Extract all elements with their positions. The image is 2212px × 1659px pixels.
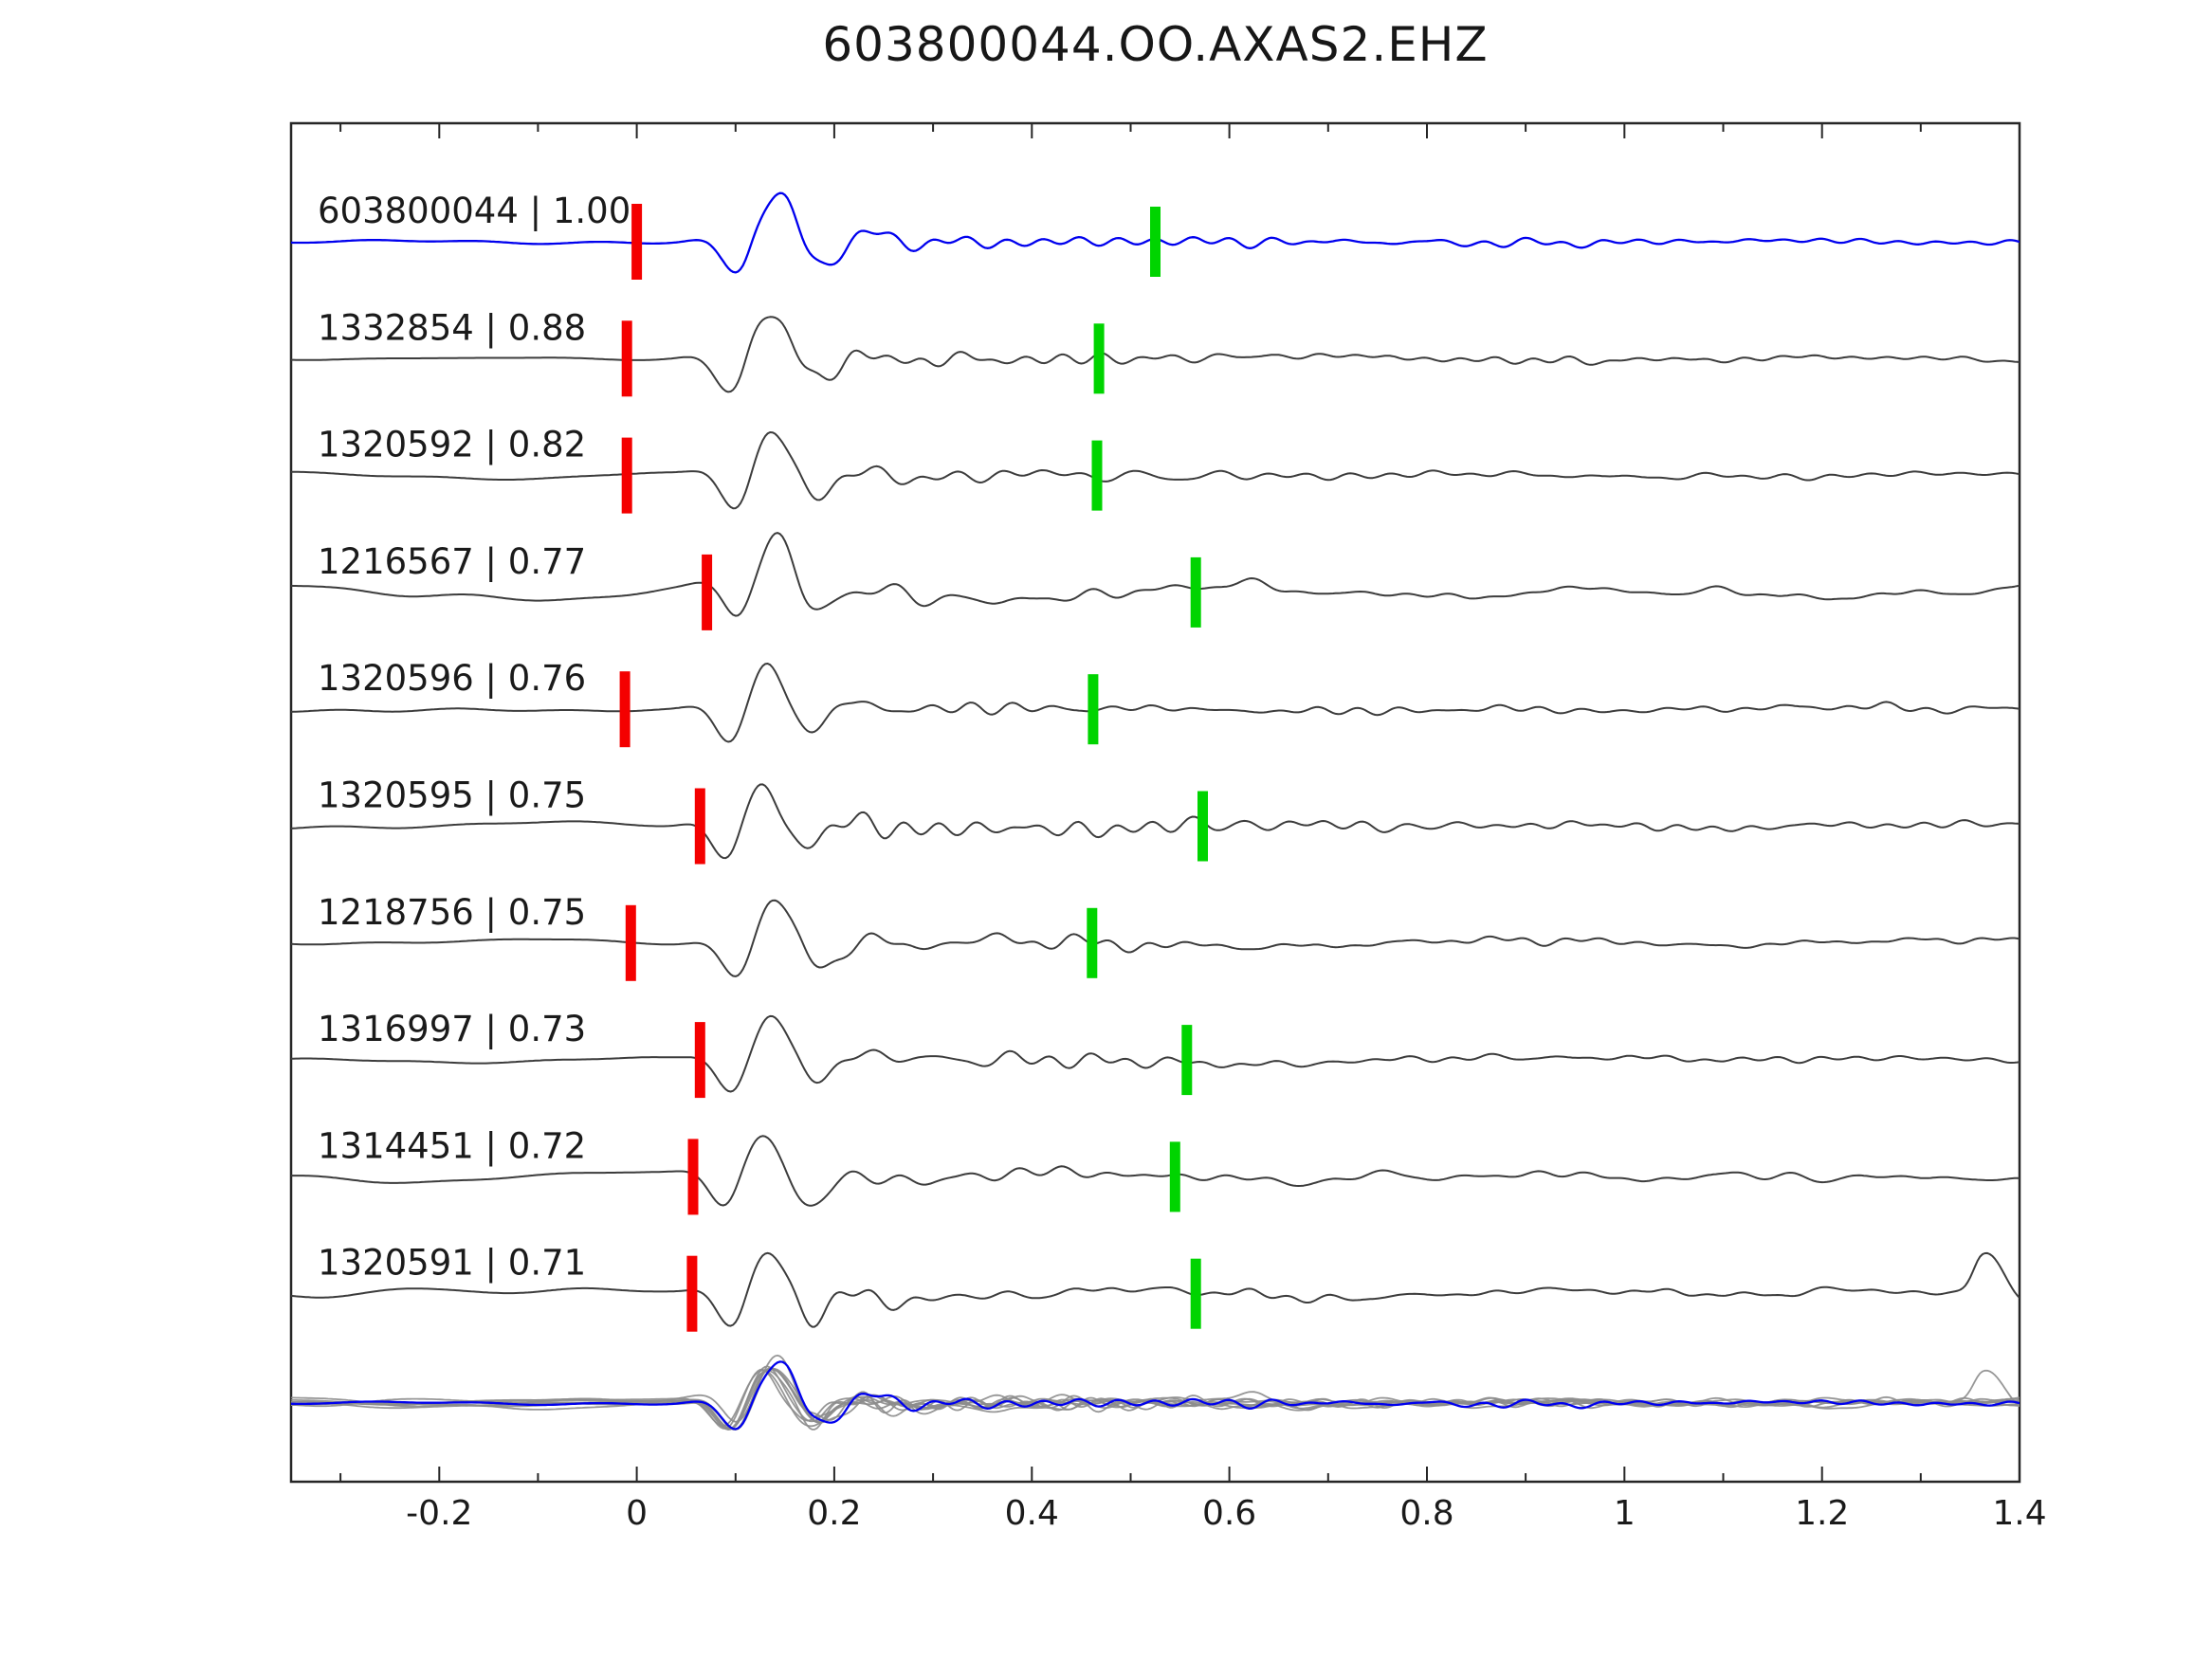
- overlay-template-waveform: [291, 1360, 2020, 1431]
- overlay-gray-waveform: [291, 1369, 2020, 1428]
- trace-waveform-1218756: [291, 899, 2020, 977]
- x-tick-label: 0.2: [807, 1494, 861, 1533]
- axis-ticks: [339, 123, 2020, 1482]
- trace-label: 1216567 | 0.77: [318, 541, 586, 582]
- trace-label: 1320596 | 0.76: [318, 658, 586, 699]
- red-pick-marker: [694, 788, 705, 865]
- red-pick-marker: [702, 554, 713, 630]
- x-tick-label: 0: [626, 1494, 648, 1533]
- red-pick-marker: [686, 1255, 698, 1332]
- trace-waveform-1320591: [291, 1251, 2020, 1328]
- green-pick-marker: [1181, 1025, 1193, 1096]
- trace-label: 1316997 | 0.73: [318, 1009, 586, 1049]
- trace-label: 1320591 | 0.71: [318, 1243, 586, 1284]
- green-pick-marker: [1190, 1258, 1201, 1329]
- green-pick-marker: [1150, 207, 1161, 277]
- trace-label: 1320592 | 0.82: [318, 425, 586, 465]
- trace-labels: 603800044 | 1.00 1332854 | 0.88 1320592 | …: [318, 191, 631, 1284]
- pick-markers: [619, 204, 1208, 1332]
- trace-label: 1320595 | 0.75: [318, 775, 586, 816]
- red-pick-marker: [631, 204, 643, 280]
- trace-waveform-1320596: [291, 663, 2020, 743]
- red-pick-marker: [687, 1139, 699, 1215]
- red-pick-marker: [621, 320, 632, 397]
- trace-waveform-1216567: [291, 532, 2020, 617]
- axes-border: [289, 121, 2021, 1484]
- x-tick-label: -0.2: [406, 1494, 472, 1533]
- x-tick-labels: -0.2 0 0.2 0.4 0.6 0.8 1 1.2 1.4: [406, 1494, 2046, 1533]
- trace-label: 1314451 | 0.72: [318, 1125, 586, 1166]
- red-pick-marker: [694, 1022, 705, 1099]
- trace-waveform-1320592: [291, 431, 2020, 510]
- green-pick-marker: [1091, 440, 1103, 511]
- green-pick-marker: [1093, 323, 1105, 394]
- x-tick-label: 0.4: [1005, 1494, 1059, 1533]
- trace-waveform-1314451: [291, 1135, 2020, 1207]
- green-pick-marker: [1190, 556, 1201, 628]
- overlay-gray-waveform: [291, 1354, 2020, 1423]
- green-pick-marker: [1088, 674, 1099, 745]
- green-pick-marker: [1197, 791, 1208, 862]
- x-tick-label: 1: [1614, 1494, 1636, 1533]
- green-pick-marker: [1169, 1141, 1180, 1212]
- x-tick-label: 0.8: [1399, 1494, 1453, 1533]
- red-pick-marker: [625, 904, 636, 981]
- x-tick-label: 0.6: [1202, 1494, 1256, 1533]
- x-tick-label: 1.2: [1795, 1494, 1849, 1533]
- trace-label: 1218756 | 0.75: [318, 892, 586, 933]
- red-pick-marker: [619, 671, 631, 748]
- trace-waveform-1316997: [291, 1014, 2020, 1093]
- plot-title: 603800044.OO.AXAS2.EHZ: [822, 17, 1489, 72]
- trace-label: 603800044 | 1.00: [318, 191, 631, 231]
- red-pick-marker: [621, 437, 632, 514]
- green-pick-marker: [1087, 907, 1098, 978]
- trace-waveform-1332854: [291, 316, 2020, 393]
- trace-waveform-1320595: [291, 783, 2020, 860]
- x-tick-label: 1.4: [1992, 1494, 2046, 1533]
- trace-label: 1332854 | 0.88: [318, 307, 586, 348]
